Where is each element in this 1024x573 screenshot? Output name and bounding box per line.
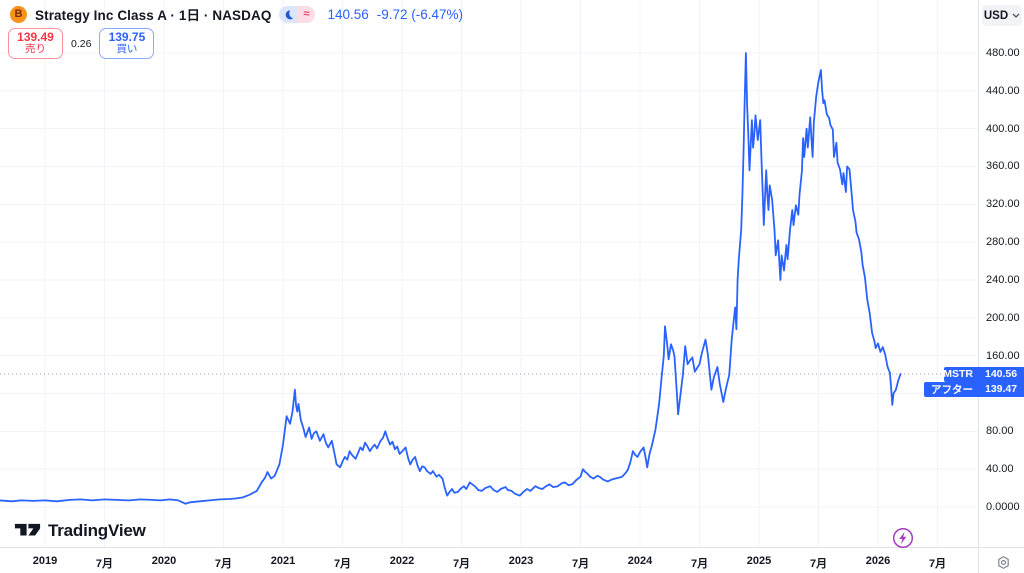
after-hours-icon: ≈ xyxy=(297,5,316,23)
time-tick-label: 7月 xyxy=(809,558,828,570)
buy-price: 139.75 xyxy=(108,30,146,45)
market-status-indicator[interactable]: ≈ xyxy=(279,5,316,23)
sell-price: 139.49 xyxy=(17,30,54,45)
sell-button[interactable]: 139.49 売り xyxy=(8,28,63,59)
time-tick-label: 7月 xyxy=(571,558,590,570)
tradingview-logo[interactable]: TradingView xyxy=(14,521,146,541)
time-tick-label: 2019 xyxy=(32,555,58,567)
price-line-series xyxy=(0,52,902,505)
tradingview-wordmark: TradingView xyxy=(48,521,146,540)
symbol-logo[interactable]: B xyxy=(10,5,27,23)
after-hours-price-badge: アフター 139.47 xyxy=(924,381,1024,397)
time-tick-label: 7月 xyxy=(452,558,471,570)
price-tick-label: 240.00 xyxy=(986,273,1020,286)
time-tick-label: 2026 xyxy=(865,555,891,567)
price-axis-separator xyxy=(978,0,979,573)
chevron-down-icon xyxy=(1012,13,1020,18)
price-tick-label: 80.00 xyxy=(986,425,1014,438)
price-change: -9.72 (-6.47%) xyxy=(376,6,464,22)
time-tick-label: 2024 xyxy=(627,555,653,567)
time-tick-label: 2021 xyxy=(270,555,296,567)
symbol-title[interactable]: Strategy Inc Class A · 1日 · NASDAQ xyxy=(35,8,272,23)
price-tick-label: 0.0000 xyxy=(986,501,1020,513)
time-tick-label: 7月 xyxy=(214,558,233,570)
time-tick-label: 7月 xyxy=(95,558,114,570)
time-tick-label: 7月 xyxy=(690,558,709,570)
badge-after-value: 139.47 xyxy=(978,381,1024,397)
symbol-header: B Strategy Inc Class A · 1日 · NASDAQ ≈ 1… xyxy=(10,4,463,24)
price-tick-label: 280.00 xyxy=(986,236,1020,249)
price-tick-label: 160.00 xyxy=(986,349,1020,362)
price-tick-label: 400.00 xyxy=(986,122,1020,135)
currency-label: USD xyxy=(983,9,1009,22)
badge-symbol-label: MSTR xyxy=(943,366,978,382)
time-tick-label: 2023 xyxy=(508,555,534,567)
time-tick-label: 2025 xyxy=(746,555,772,567)
badge-after-label: アフター xyxy=(924,381,978,397)
time-tick-label: 2022 xyxy=(389,555,415,567)
trade-panel: 139.49 売り 0.26 139.75 買い xyxy=(8,28,155,59)
price-axis[interactable]: USD 480.00 440.00 400.00 360.00 320.00 280.00… xyxy=(979,0,1024,547)
price-tick-label: 40.00 xyxy=(986,463,1014,476)
time-tick-label: 2020 xyxy=(151,555,177,567)
time-tick-label: 7月 xyxy=(333,558,352,570)
badge-symbol-value: 140.56 xyxy=(978,366,1024,382)
tradingview-mark-icon xyxy=(14,523,41,536)
moon-icon xyxy=(279,5,298,23)
price-tick-label: 360.00 xyxy=(986,160,1020,173)
last-price: 140.56 xyxy=(327,6,369,22)
spread-value: 0.26 xyxy=(71,37,92,50)
price-tick-label: 320.00 xyxy=(986,198,1020,211)
price-tick-label: 200.00 xyxy=(986,311,1020,324)
gear-icon[interactable] xyxy=(994,553,1012,571)
currency-selector[interactable]: USD xyxy=(982,5,1022,26)
lightning-icon[interactable] xyxy=(892,527,914,549)
buy-label: 買い xyxy=(116,43,138,56)
time-axis[interactable]: 2019 7月 2020 7月 2021 7月 2022 7月 2023 7月 2024 7月 2025… xyxy=(0,548,978,573)
price-tick-label: 440.00 xyxy=(986,84,1020,97)
price-tick-label: 480.00 xyxy=(986,46,1020,59)
current-price-badge: MSTR 140.56 xyxy=(943,366,1024,382)
buy-button[interactable]: 139.75 買い xyxy=(99,28,155,59)
time-tick-label: 7月 xyxy=(928,558,947,570)
sell-label: 売り xyxy=(25,43,46,56)
time-axis-separator xyxy=(0,547,1024,548)
